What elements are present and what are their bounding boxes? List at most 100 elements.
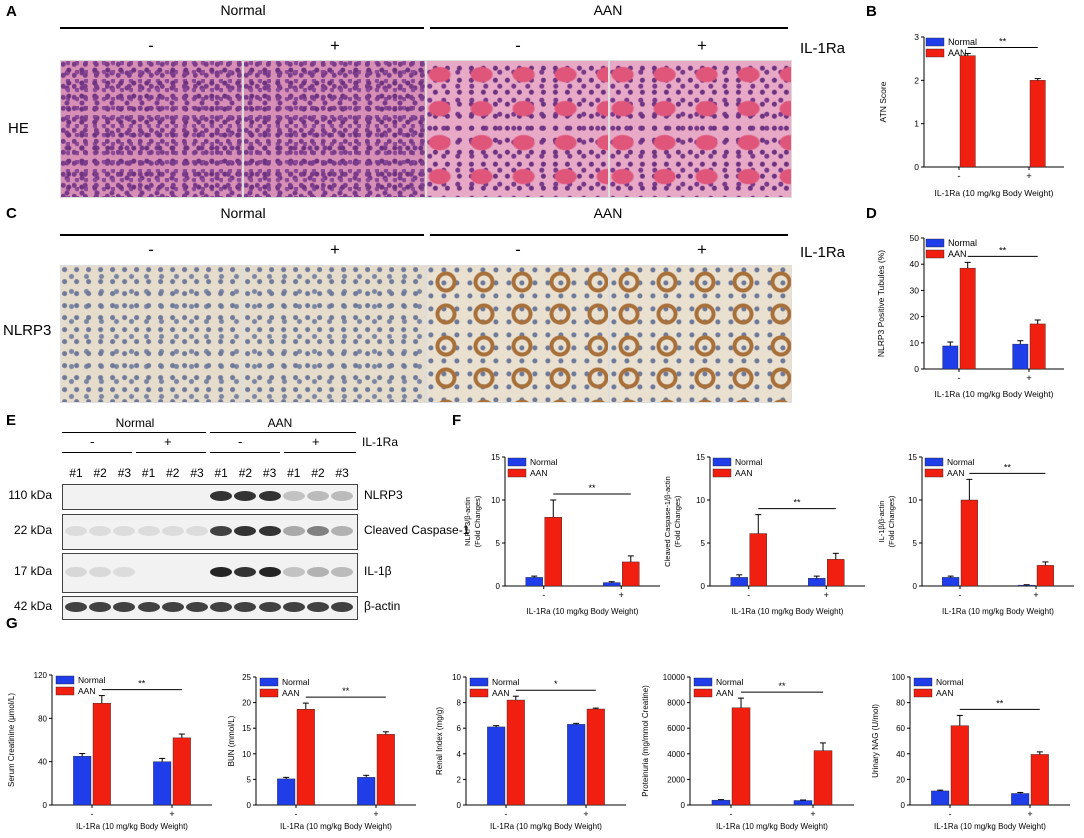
legend-label: Normal [735,457,763,467]
blot-band [89,602,112,612]
blot-band [137,526,160,536]
blot-kda-label: 22 kDa [13,523,52,537]
x-tick-label: + [824,590,829,600]
legend-swatch-normal [913,677,933,687]
bar-normal [487,726,506,806]
blot-band [210,602,233,612]
y-tick-label: 8000 [667,699,685,708]
legend-swatch-aan [55,686,75,696]
blot-subline-3 [210,452,280,453]
blot-band [282,602,305,612]
he-image-aan-minus [426,60,609,198]
bar-normal [277,778,296,806]
bar-aan [827,559,845,587]
bar-aan [950,725,969,806]
sign-aan-plus: + [697,36,707,55]
ihc-image-aan-minus [426,265,609,403]
x-axis-label: IL-1Ra (10 mg/kg Body Weight) [76,822,188,831]
lane-label: #2 [311,466,325,480]
bar-aan [960,499,978,587]
x-tick-label: - [505,809,508,819]
legend-swatch-aan [712,468,732,478]
legend-label: AAN [948,249,967,259]
blot-target-label: IL-1β [364,564,392,578]
bar-aan [506,699,525,806]
x-tick-label: - [959,590,962,600]
x-axis-label: IL-1Ra (10 mg/kg Body Weight) [527,607,639,616]
y-tick-label: 0 [914,364,919,374]
blot-line-aan [210,432,356,433]
blot-target-label: NLRP3 [364,488,403,502]
y-tick-label: 20 [910,312,920,322]
bar-aan [1036,565,1054,587]
blot-band [89,567,112,577]
x-tick-label: - [949,809,952,819]
lane-label: #2 [238,466,253,480]
x-axis-label: IL-1Ra (10 mg/kg Body Weight) [934,822,1046,831]
lane-label: #3 [262,466,277,480]
y-tick-label: 6 [457,724,462,733]
y-tick-label: 0 [43,801,48,810]
y-tick-label: 60 [896,724,905,733]
y-tick-label: 10 [696,496,705,505]
y-axis-label: NLRP3/β-actin [463,497,472,546]
legend-label: Normal [282,677,310,687]
panel-label-a: A [6,3,17,20]
group-line-aan [430,27,788,29]
y-tick-label: 40 [38,758,47,767]
y-tick-label: 15 [242,724,251,733]
x-tick-label: + [1027,809,1032,819]
legend-label: Normal [936,677,964,687]
blot-band [210,567,233,577]
y-tick-label: 8 [457,699,462,708]
y-axis-label: Cleaved Caspase-1/β-actin [663,476,672,567]
panel-label-b: B [866,3,877,20]
bar-aan [172,737,191,806]
bar-normal [567,724,586,806]
sig-stars: ** [999,245,1007,256]
legend-swatch-normal [925,37,945,47]
sign-normal-plus: + [330,36,340,55]
x-tick-label: + [1033,590,1038,600]
ihc-image-normal-plus [243,265,426,403]
y-axis-label: IL-1β/β-actin [877,501,886,543]
x-tick-label: + [810,809,815,819]
legend-swatch-normal [507,457,527,467]
y-tick-label: 4000 [667,750,685,759]
legend-label: Normal [947,457,975,467]
bar-aan [586,708,605,806]
lane-label: #3 [335,466,349,480]
bar-aan [959,267,976,370]
bar-normal [942,345,959,370]
blot-band [258,567,281,577]
lane-label: #2 [166,466,180,480]
sign-c-normal-minus: - [148,240,154,259]
sig-stars: ** [342,686,350,696]
legend-swatch-aan [925,48,945,58]
legend-label: AAN [78,686,95,696]
panel-label-d: D [866,205,877,222]
blot-kda-label: 42 kDa [13,599,52,613]
legend-label: AAN [948,48,967,58]
lane-label: #3 [190,466,204,480]
lane-label: #2 [93,466,107,480]
lane-label: #1 [287,466,301,480]
blot-band [234,567,257,577]
lane-label: #3 [117,466,132,480]
group-line-normal-c [60,234,424,236]
y-tick-label: 5 [247,775,252,784]
y-tick-label: 1 [914,119,919,129]
x-axis-label: IL-1Ra (10 mg/kg Body Weight) [942,607,1054,616]
legend-label: AAN [936,688,953,698]
blot-band [65,602,87,612]
legend-swatch-normal [693,677,713,687]
lane-label: #1 [214,466,228,480]
sign-c-normal-plus: + [330,240,340,259]
bar-aan [1030,754,1049,806]
row-label-nlrp3: NLRP3 [3,322,52,339]
bar-aan [92,702,111,806]
ihc-image-aan-plus [609,265,792,403]
blot-band [234,602,257,612]
y-axis-label: Urinary NAG (U/mol) [871,704,880,778]
x-tick-label: - [730,809,733,819]
